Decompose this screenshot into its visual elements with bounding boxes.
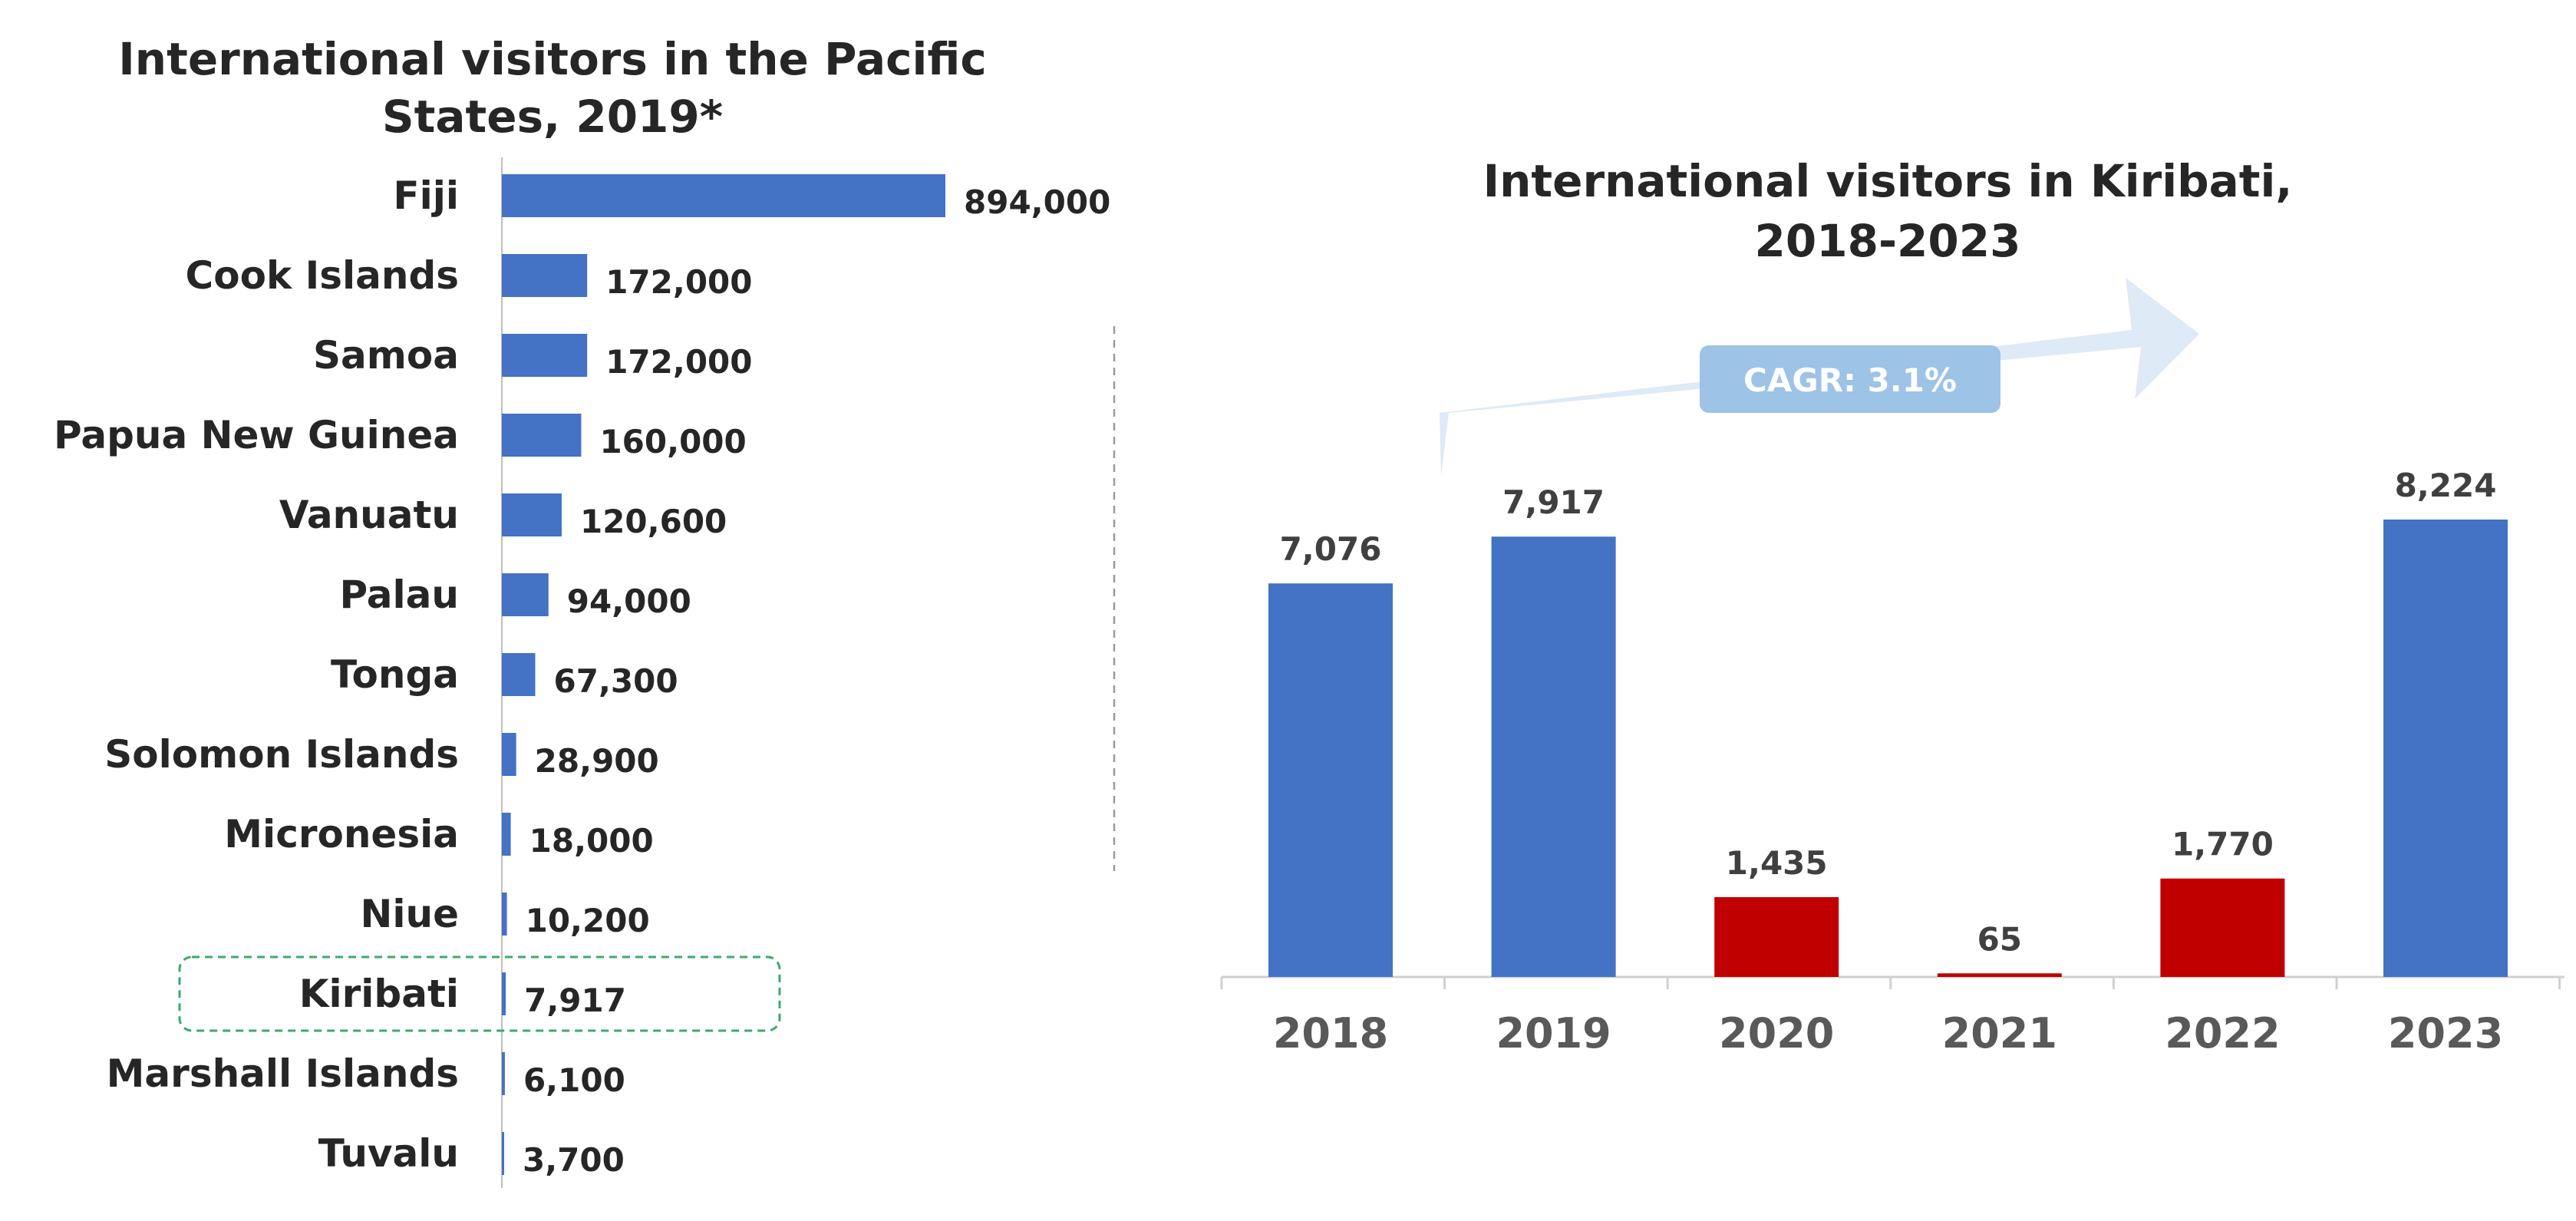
bar-papua-new-guinea: [502, 414, 582, 457]
category-label: Kiribati: [299, 972, 459, 1016]
category-label: Tuvalu: [318, 1131, 459, 1176]
left-chart-title-line-1: International visitors in the Pacific: [118, 33, 987, 85]
value-label: 6,100: [523, 1061, 625, 1099]
value-label: 120,600: [580, 503, 727, 540]
category-label: Samoa: [313, 333, 459, 378]
value-label: 7,917: [524, 982, 626, 1019]
bar-marshall-islands: [502, 1052, 505, 1095]
value-label: 172,000: [605, 263, 752, 301]
bar-solomon-islands: [502, 733, 516, 776]
value-label: 7,076: [1280, 530, 1382, 568]
year-label: 2023: [2388, 1009, 2503, 1058]
bar-cook-islands: [502, 254, 588, 297]
value-label: 1,770: [2172, 826, 2274, 863]
value-label: 3,700: [523, 1141, 625, 1179]
value-label: 7,917: [1502, 483, 1605, 521]
value-label: 1,435: [1726, 844, 1828, 882]
bar-fiji: [502, 174, 945, 217]
bar-2023: [2383, 520, 2508, 977]
bar-2018: [1268, 583, 1393, 977]
bar-tonga: [502, 653, 536, 696]
left-chart-title-line-2: States, 2019*: [382, 91, 723, 143]
value-label: 8,224: [2395, 467, 2497, 504]
category-label: Palau: [339, 573, 459, 617]
category-label: Micronesia: [224, 812, 459, 856]
value-label: 10,200: [526, 902, 650, 939]
category-label: Fiji: [393, 173, 459, 218]
value-label: 94,000: [567, 582, 691, 620]
highlight-box: [178, 955, 781, 1032]
year-label: 2019: [1496, 1009, 1611, 1058]
bar-2019: [1491, 536, 1616, 977]
year-label: 2020: [1719, 1009, 1834, 1058]
value-label: 894,000: [964, 183, 1110, 221]
value-label: 172,000: [605, 343, 752, 381]
right-bar-chart: 7,076 2018 7,917 2019 1,435 2020 65 2021 1,770 20…: [1220, 467, 2564, 1058]
category-label: Niue: [361, 892, 460, 936]
bar-kiribati: [502, 972, 506, 1015]
category-label: Tonga: [331, 652, 459, 697]
value-label: 18,000: [529, 822, 654, 860]
bar-palau: [502, 573, 549, 616]
right-chart-title-line-2: 2018-2023: [1755, 215, 2021, 267]
value-label: 28,900: [535, 742, 659, 780]
value-label: 67,300: [554, 662, 678, 700]
right-chart-title-line-1: International visitors in Kiribati,: [1483, 155, 2293, 207]
category-label: Papua New Guinea: [54, 413, 459, 457]
bar-2022: [2160, 878, 2285, 977]
category-label: Cook Islands: [186, 253, 459, 298]
year-label: 2018: [1273, 1009, 1388, 1058]
bar-tuvalu: [502, 1132, 504, 1175]
bar-niue: [502, 893, 507, 936]
category-label: Marshall Islands: [107, 1051, 459, 1096]
year-label: 2021: [1942, 1009, 2057, 1058]
bar-2020: [1714, 897, 1839, 977]
value-label: 160,000: [599, 423, 746, 460]
cagr-label: CAGR: 3.1%: [1743, 361, 1957, 399]
value-label: 65: [1977, 920, 2022, 958]
bar-micronesia: [502, 813, 511, 856]
bar-2021: [1937, 973, 2062, 977]
year-label: 2022: [2165, 1009, 2280, 1058]
bar-vanuatu: [502, 493, 562, 536]
bar-samoa: [502, 334, 588, 377]
category-label: Vanuatu: [279, 493, 459, 537]
category-label: Solomon Islands: [104, 732, 459, 777]
cagr-badge: [1700, 345, 2000, 413]
left-bar-chart: Fiji 894,000 Cook Islands 172,000 Samoa 172,0…: [54, 157, 1110, 1188]
